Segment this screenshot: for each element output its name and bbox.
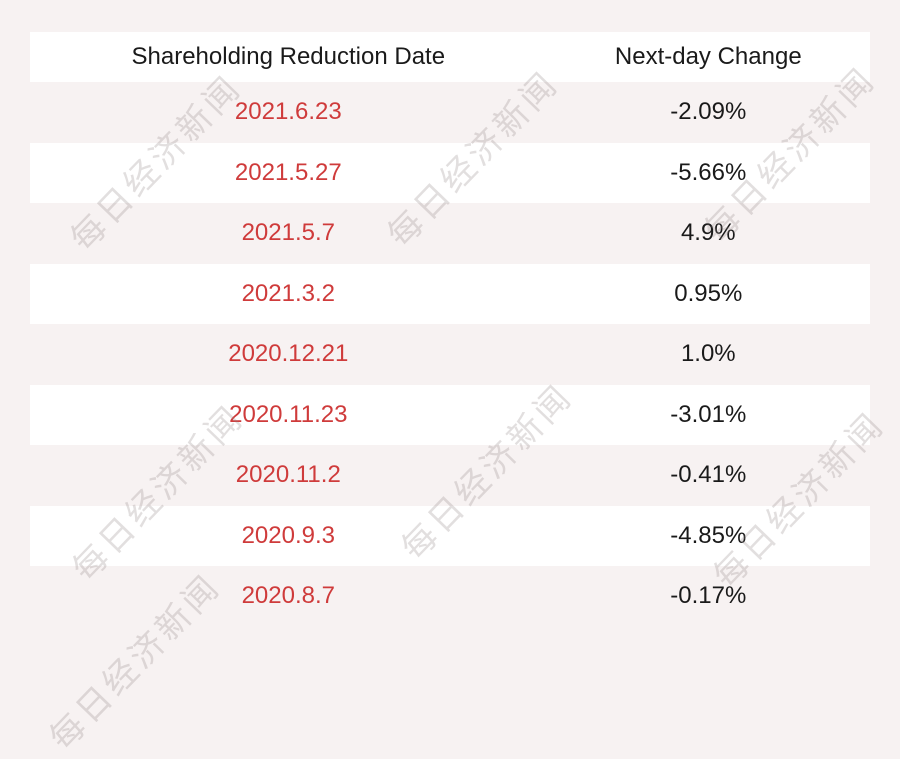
table-row: 2020.9.3 -4.85%	[30, 505, 870, 566]
date-cell: 2020.11.23	[229, 400, 348, 428]
change-cell: -3.01%	[670, 400, 747, 428]
change-cell: -4.85%	[670, 521, 747, 549]
date-cell: 2020.12.21	[228, 340, 349, 368]
change-cell: -5.66%	[670, 158, 747, 186]
table-row: 2021.6.23 -2.09%	[30, 82, 870, 143]
shareholding-reduction-table: Shareholding Reduction Date Next-day Cha…	[30, 32, 870, 627]
table-row: 2021.5.27 -5.66%	[30, 142, 870, 203]
change-cell: 4.9%	[680, 219, 736, 247]
date-cell: 2021.6.23	[234, 98, 342, 126]
page-background: { "watermark": { "text": "每日经济新闻" }, "co…	[30, 32, 894, 759]
table-row: 2021.5.7 4.9%	[30, 203, 870, 264]
table-row: 2020.12.21 1.0%	[30, 324, 870, 385]
change-cell: -0.41%	[670, 461, 747, 489]
table-header-row: Shareholding Reduction Date Next-day Cha…	[30, 32, 870, 82]
header-reduction-date: Shareholding Reduction Date	[131, 43, 446, 70]
table-row: 2021.3.2 0.95%	[30, 263, 870, 324]
table-row: 2020.11.2 -0.41%	[30, 445, 870, 506]
change-cell: -2.09%	[670, 98, 747, 126]
table-row: 2020.8.7 -0.17%	[30, 566, 870, 627]
date-cell: 2021.5.7	[241, 219, 335, 247]
date-cell: 2020.11.2	[235, 461, 341, 489]
change-cell: 1.0%	[680, 340, 736, 368]
change-cell: 0.95%	[674, 279, 743, 307]
date-cell: 2020.9.3	[241, 521, 335, 549]
table-row: 2020.11.23 -3.01%	[30, 384, 870, 445]
change-cell: -0.17%	[670, 582, 747, 610]
header-next-day-change: Next-day Change	[614, 43, 802, 70]
date-cell: 2020.8.7	[241, 582, 335, 610]
date-cell: 2021.5.27	[234, 158, 342, 186]
date-cell: 2021.3.2	[241, 279, 335, 307]
